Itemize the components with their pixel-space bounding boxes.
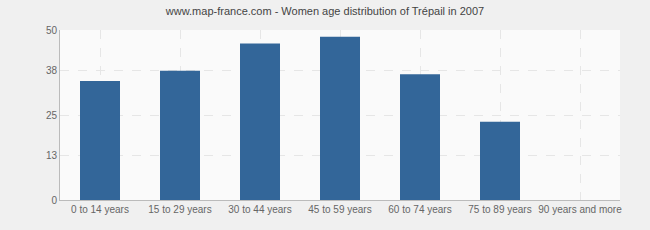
svg-text:15 to 29 years: 15 to 29 years — [148, 204, 211, 215]
svg-text:60 to 74 years: 60 to 74 years — [388, 204, 451, 215]
svg-text:38: 38 — [46, 65, 58, 76]
svg-text:13: 13 — [46, 150, 58, 161]
svg-text:0: 0 — [51, 195, 57, 206]
svg-text:25: 25 — [46, 110, 58, 121]
svg-text:50: 50 — [46, 25, 58, 36]
svg-text:45 to 59 years: 45 to 59 years — [308, 204, 371, 215]
svg-text:www.map-france.com - Women age: www.map-france.com - Women age distribut… — [165, 5, 484, 17]
svg-text:0 to 14 years: 0 to 14 years — [71, 204, 129, 215]
svg-text:75 to 89 years: 75 to 89 years — [468, 204, 531, 215]
svg-text:30 to 44 years: 30 to 44 years — [228, 204, 291, 215]
svg-text:90 years and more: 90 years and more — [538, 204, 622, 215]
